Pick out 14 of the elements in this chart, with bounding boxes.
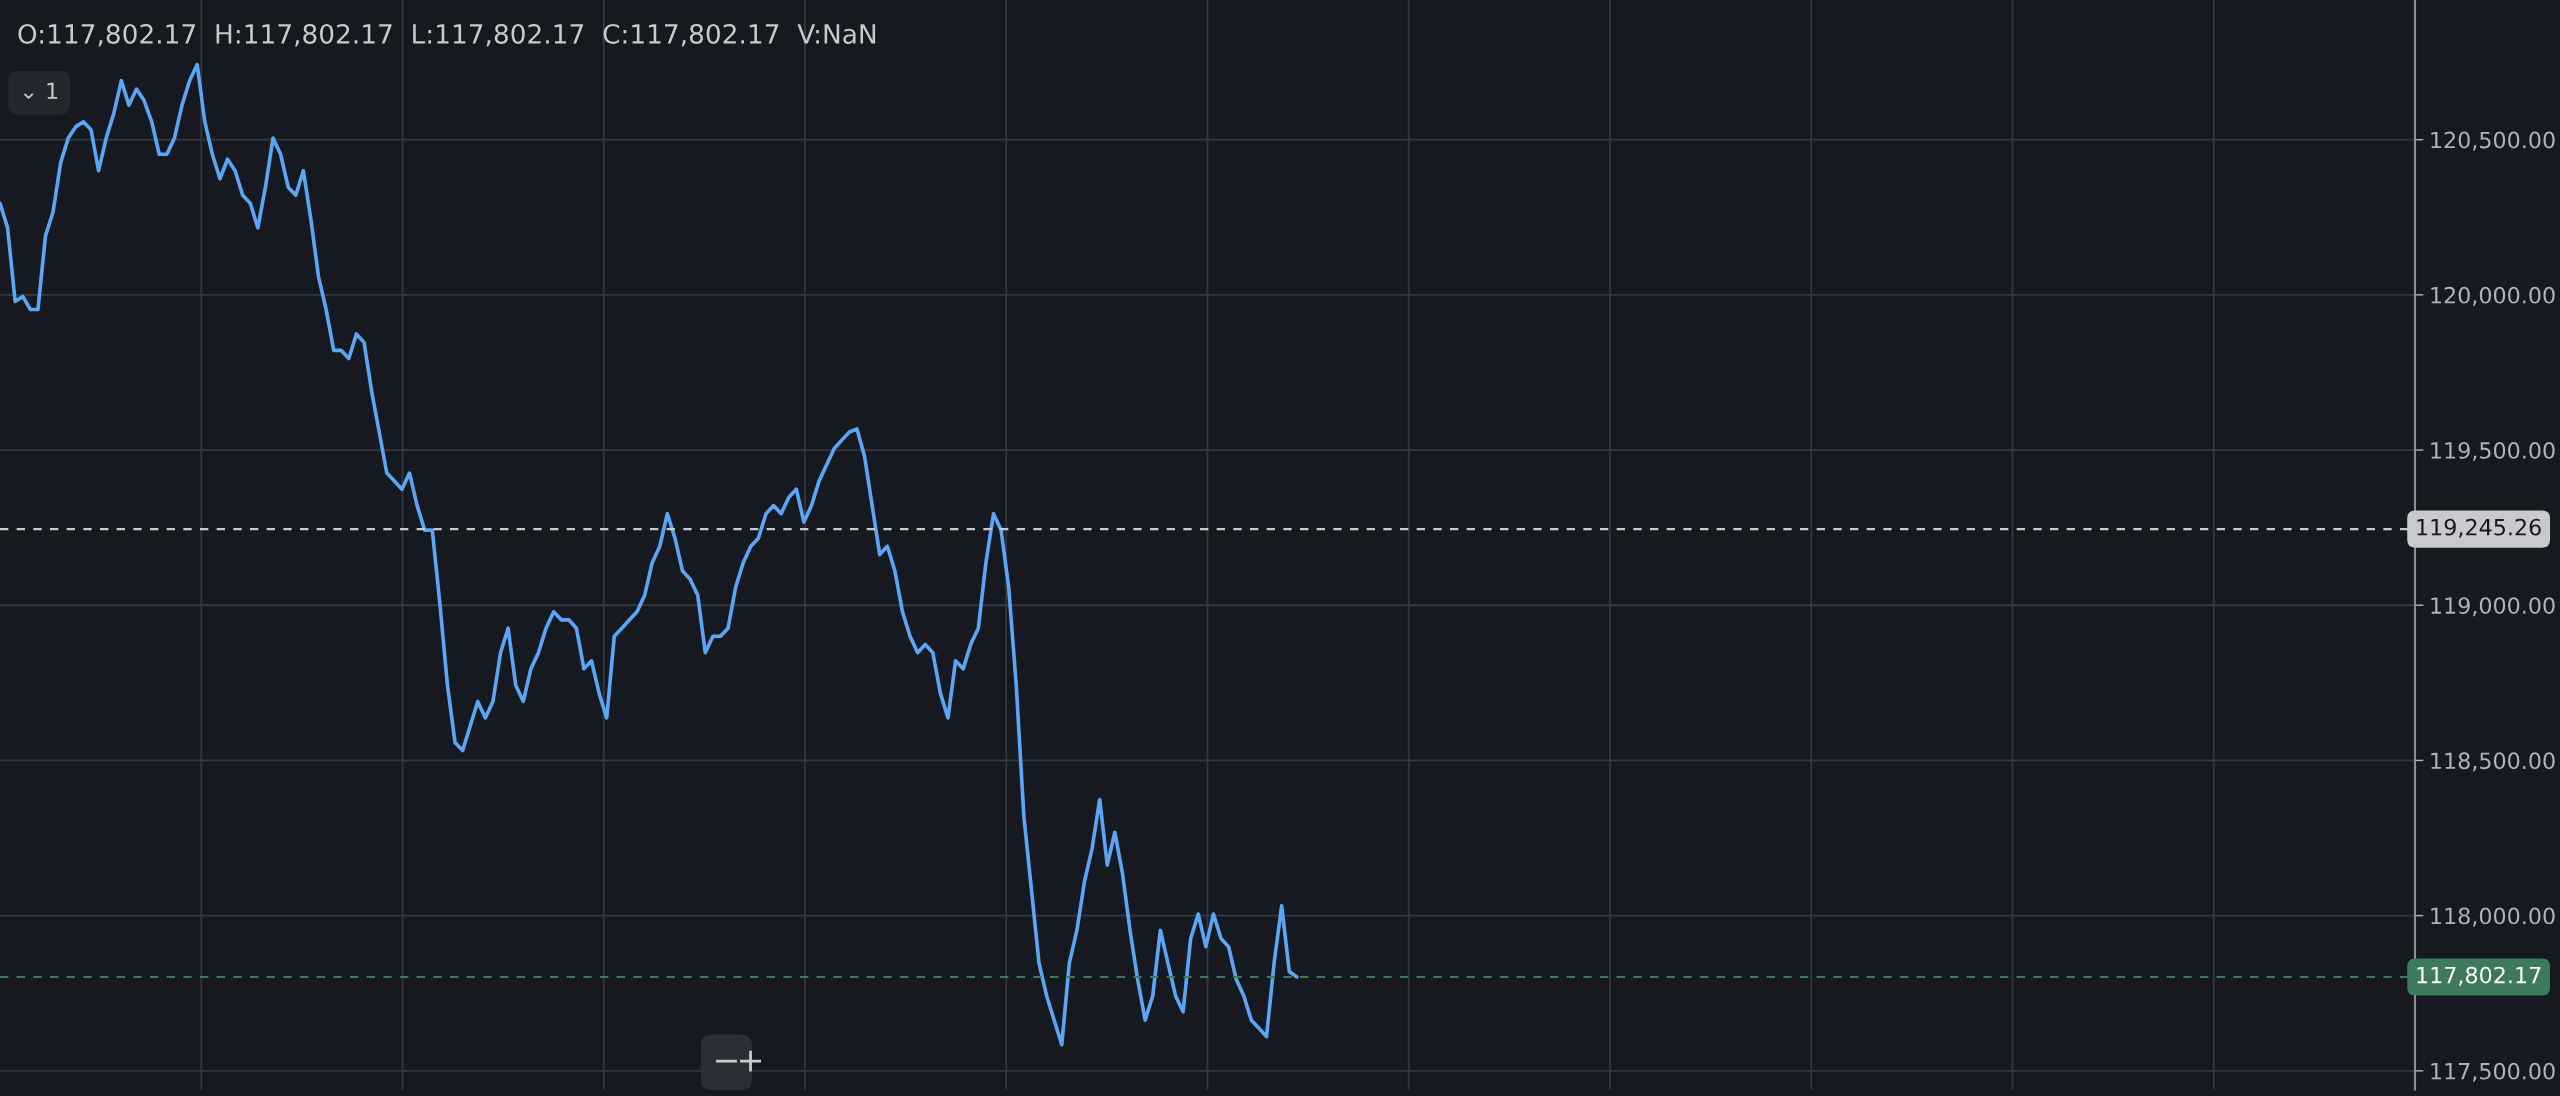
annotation: + [740, 1050, 761, 1072]
ref-line-label: 117,802.17 [2417, 966, 2541, 986]
annotation: − [715, 1059, 737, 1063]
y-tick-label: 118,000.00 [2431, 907, 2555, 927]
annotation: ⌄ 1 [23, 82, 58, 99]
y-tick-label: 120,000.00 [2431, 286, 2555, 306]
line-series [0, 62, 1299, 1047]
y-tick-label: 118,500.00 [2431, 752, 2555, 772]
y-tick-label: 117,500.00 [2431, 1062, 2555, 1082]
annotation: O:117,802.17 H:117,802.17 L:117,802.17 C:117,802.17 V:NaN [18, 23, 876, 47]
ref-line-label: 119,245.26 [2417, 518, 2541, 538]
y-tick-label: 119,500.00 [2431, 442, 2555, 462]
y-tick-label: 120,500.00 [2431, 131, 2555, 151]
y-tick-label: 119,000.00 [2431, 597, 2555, 617]
